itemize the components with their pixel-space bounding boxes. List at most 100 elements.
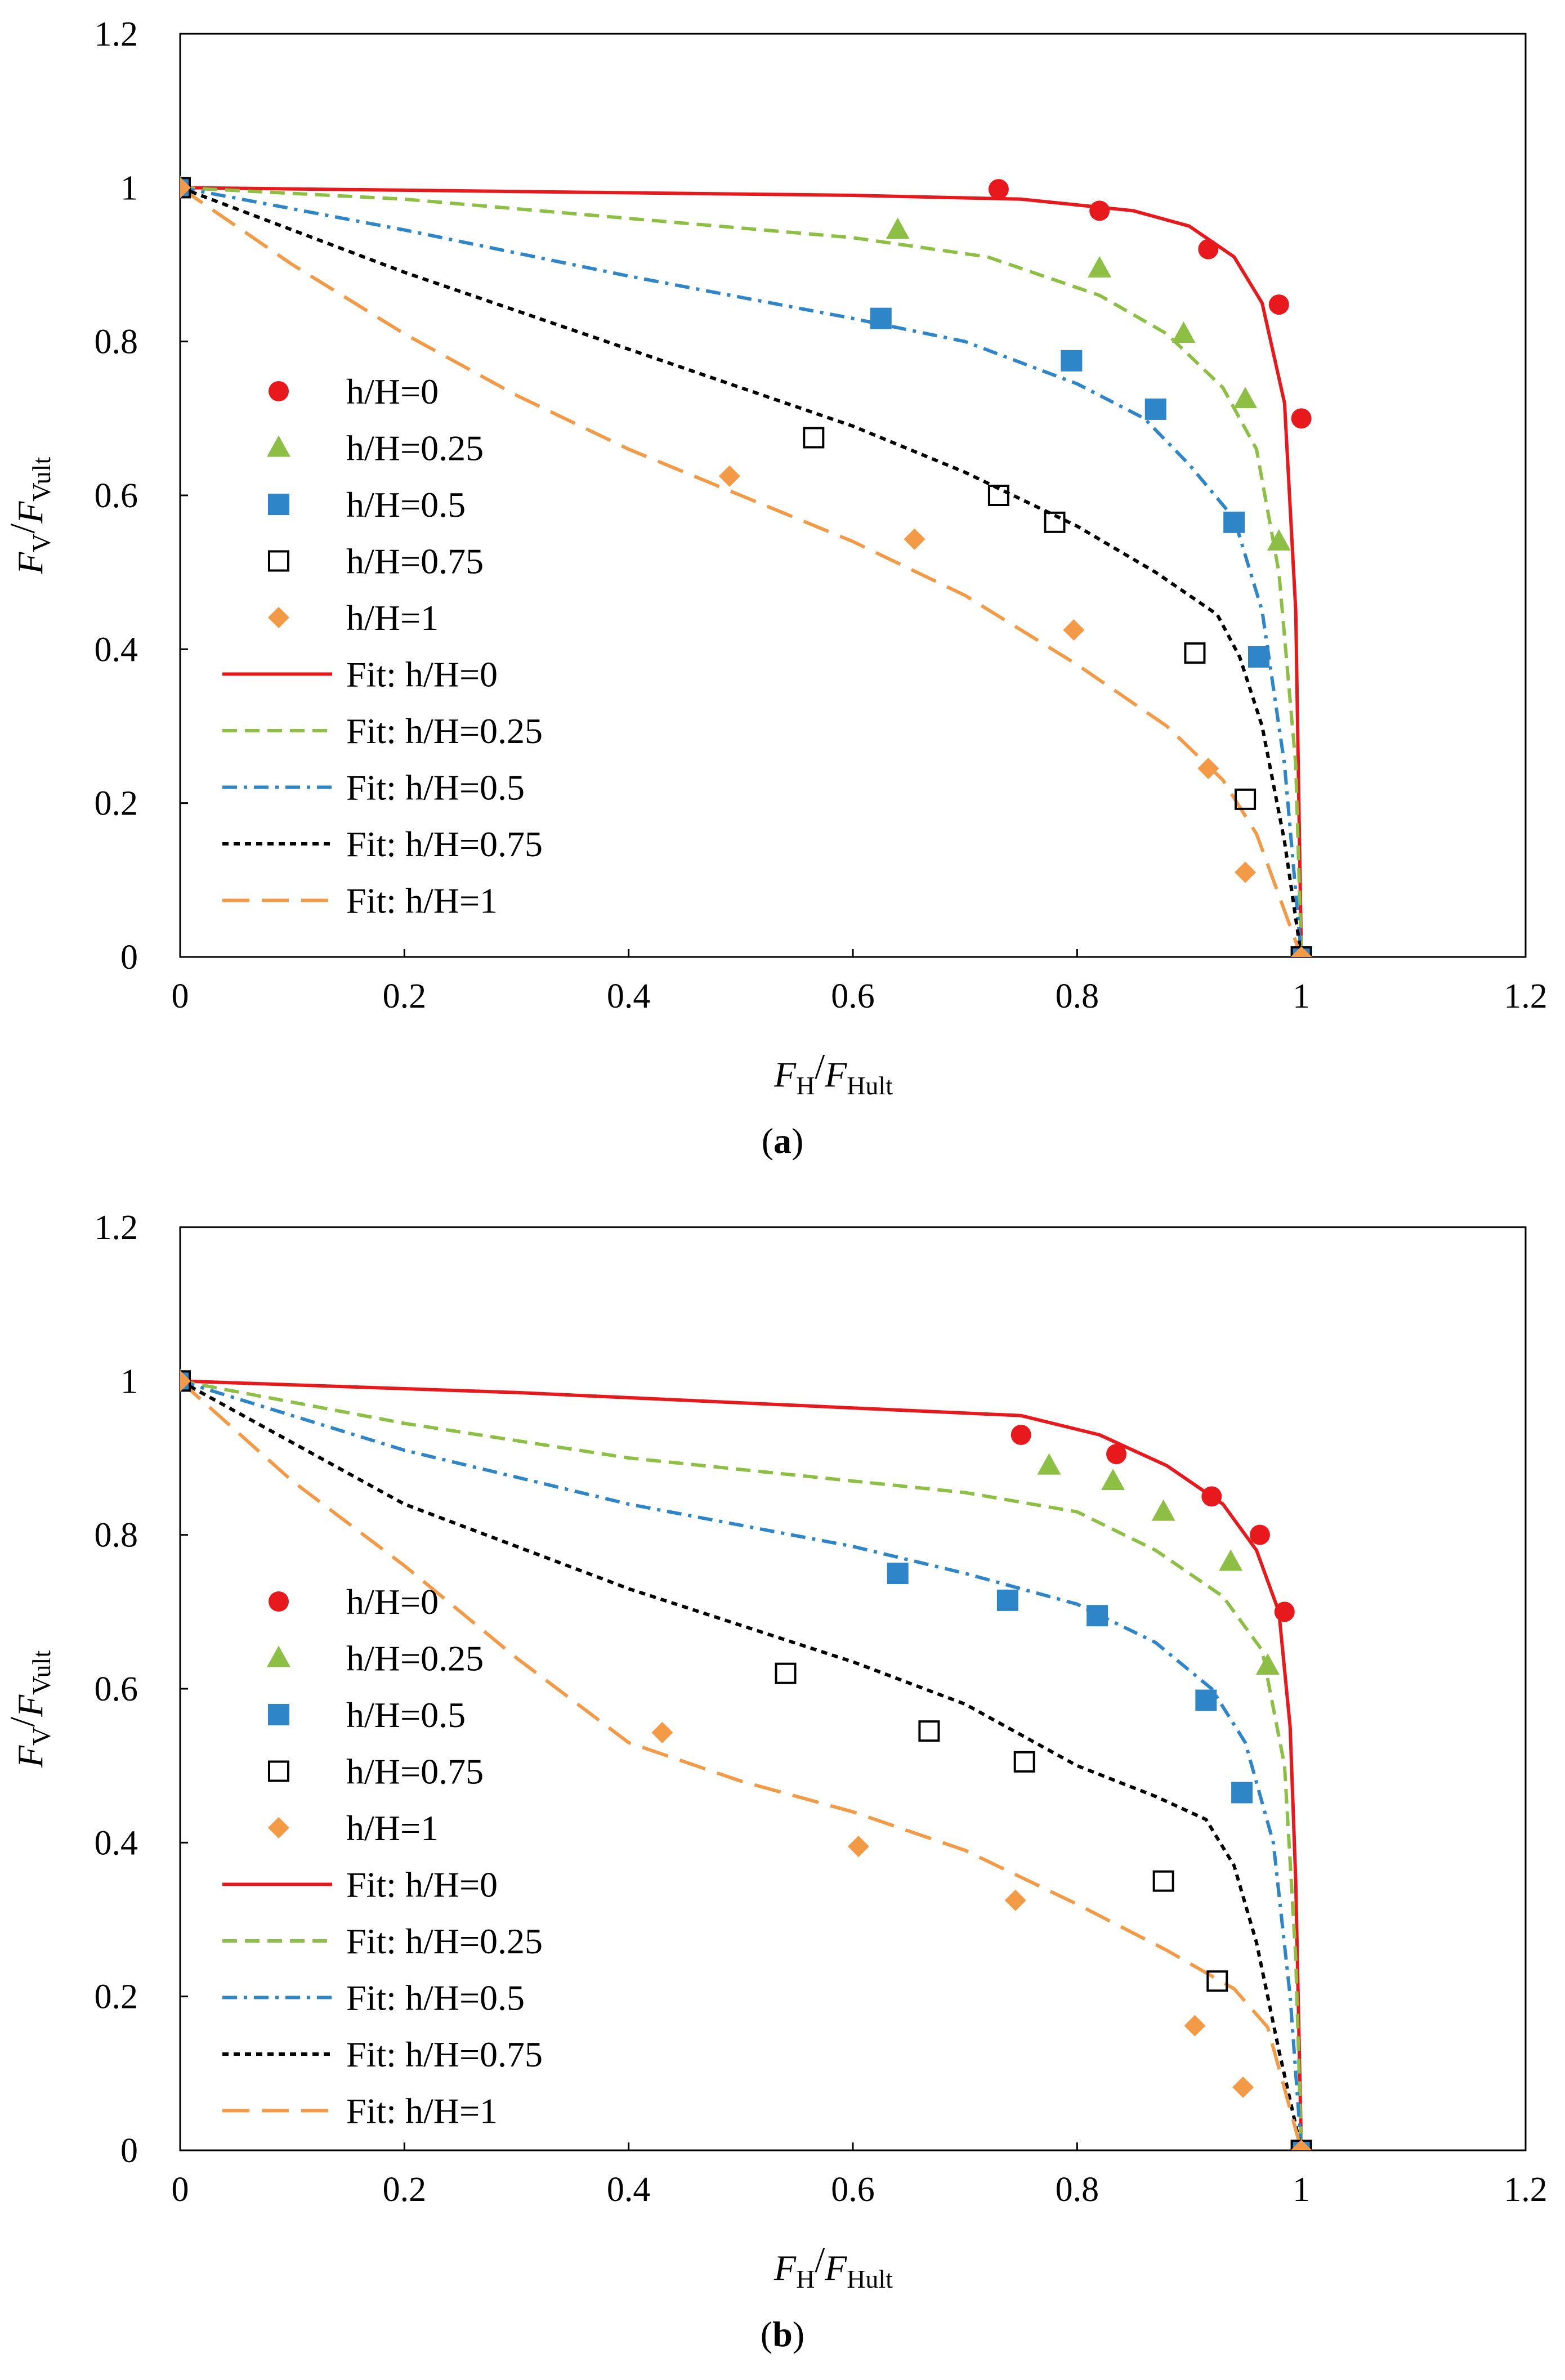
fit-line-fit-h-h-0-5 [180,1379,1303,2150]
panel-caption-a: (a) [0,1120,1565,1162]
data-point-h-h-0 [1291,408,1312,429]
legend-label: h/H=0.5 [346,485,466,525]
legend-label: Fit: h/H=0 [346,1865,498,1905]
x-tick-label: 0.2 [383,2171,427,2209]
data-point-h-h-0-25 [1088,256,1112,278]
data-point-h-h-0-25 [1037,1453,1061,1475]
data-point-h-h-0-5 [887,1563,909,1584]
data-point-h-h-0-5 [1223,511,1245,533]
panel-caption-b: (b) [0,2314,1565,2355]
data-point-h-h-0-5 [870,307,892,329]
data-point-h-h-1 [180,177,191,199]
x-tick-label: 1 [1293,977,1310,1015]
x-axis-label: FH/FHult [773,2240,893,2293]
legend-marker [268,1817,289,1838]
fit-line-fit-h-h-0 [180,186,1303,957]
legend-item: Fit: h/H=0.75 [222,824,543,864]
data-point-h-h-1 [1063,619,1085,641]
x-tick-label: 1.2 [1504,2171,1548,2209]
y-axis-label: FV/FVult [2,457,56,575]
y-tick-label: 0.2 [95,1978,138,2016]
data-point-h-h-0-25 [1219,1549,1243,1571]
legend-label: h/H=0 [346,372,439,411]
data-point-h-h-0-75 [1044,511,1066,533]
legend-label: h/H=0.75 [346,1752,484,1792]
data-point-h-h-1 [1235,861,1257,883]
panel-caption-close: ) [792,1121,804,1161]
data-point-h-h-0-5 [1231,1782,1253,1804]
data-point-h-h-1 [180,1370,191,1392]
legend-item: h/H=0.5 [268,1695,466,1735]
legend-item: Fit: h/H=1 [222,881,498,921]
y-tick-label: 1 [120,1362,138,1401]
panel-caption-close: ) [792,2314,805,2354]
data-point-h-h-1 [904,528,925,550]
data-point-h-h-0 [1010,1425,1031,1445]
data-point-h-h-0-75 [1013,1751,1035,1773]
legend-label: Fit: h/H=0.75 [346,824,543,864]
data-point-h-h-0-25 [886,217,910,239]
data-point-h-h-0 [1198,239,1219,260]
data-point-h-h-0-25 [1151,1499,1175,1521]
fit-line-fit-h-h-0-75 [180,186,1303,957]
legend-marker [268,494,289,515]
legend-label: h/H=0.75 [346,542,484,581]
data-point-h-h-0-75 [1235,788,1257,810]
y-tick-label: 0.4 [95,630,138,669]
x-tick-label: 0.4 [607,977,651,1015]
data-point-h-h-1 [1232,2076,1254,2098]
data-point-h-h-0-25 [1171,321,1196,343]
legend-marker [267,1645,290,1667]
y-tick-label: 0.6 [95,477,138,515]
legend-label: Fit: h/H=1 [346,2091,498,2131]
legend-marker [268,607,289,628]
data-point-h-h-0-5 [996,1589,1018,1611]
data-point-h-h-1 [847,1836,869,1858]
data-point-h-h-0-75 [918,1720,940,1742]
legend-item: h/H=0.5 [268,485,466,525]
panel-caption-label: b [772,2314,793,2354]
legend-label: Fit: h/H=0.75 [346,2034,543,2074]
legend-label: Fit: h/H=0.5 [346,1978,525,2018]
fit-line-fit-h-h-0-5 [180,186,1303,957]
x-tick-label: 0.6 [831,2171,875,2209]
x-tick-label: 0.8 [1056,2171,1099,2209]
legend-item: Fit: h/H=0.5 [222,768,525,808]
x-tick-label: 0.8 [1056,977,1099,1015]
data-point-h-h-0-75 [803,427,825,449]
fit-line-fit-h-h-0-75 [180,1379,1303,2150]
x-tick-label: 0.4 [607,2171,651,2209]
data-point-h-h-0 [1089,200,1110,221]
legend-item: Fit: h/H=1 [222,2091,498,2131]
data-point-h-h-0 [1274,1601,1295,1622]
y-tick-label: 0.2 [95,785,138,823]
legend-label: h/H=1 [346,1808,439,1848]
panel-caption-open: ( [761,1121,773,1161]
legend-marker [268,1704,289,1725]
fit-line-fit-h-h-1 [180,1380,1303,2150]
series-layer [180,1368,1312,2150]
data-point-h-h-0-75 [1206,1970,1228,1992]
panel-caption-open: ( [760,2314,773,2354]
data-point-h-h-1 [1004,1889,1026,1911]
x-tick-label: 1 [1293,2171,1310,2209]
data-point-h-h-0-75 [987,485,1009,506]
legend: h/H=0 h/H=0.25 h/H=0.5 h/H=0.75 h/H=1 Fit: h/… [222,1582,543,2131]
legend-marker [268,550,289,572]
y-axis-label: FV/FVult [2,1650,56,1768]
legend-label: h/H=1 [346,598,439,638]
data-point-h-h-0-5 [1061,350,1083,372]
legend-item: Fit: h/H=0.5 [222,1978,525,2018]
data-point-h-h-0-5 [1086,1605,1108,1627]
legend-item: h/H=0.75 [268,542,484,581]
legend-item: h/H=1 [268,1808,439,1848]
legend-label: Fit: h/H=0.5 [346,768,525,808]
data-point-h-h-0-75 [1152,1870,1174,1892]
legend-label: h/H=0.5 [346,1695,466,1735]
data-point-h-h-0-5 [1144,398,1166,420]
legend-marker [269,1591,289,1612]
data-point-h-h-0 [1249,1524,1270,1545]
series-layer [180,175,1312,957]
data-point-h-h-1 [1290,2140,1312,2150]
